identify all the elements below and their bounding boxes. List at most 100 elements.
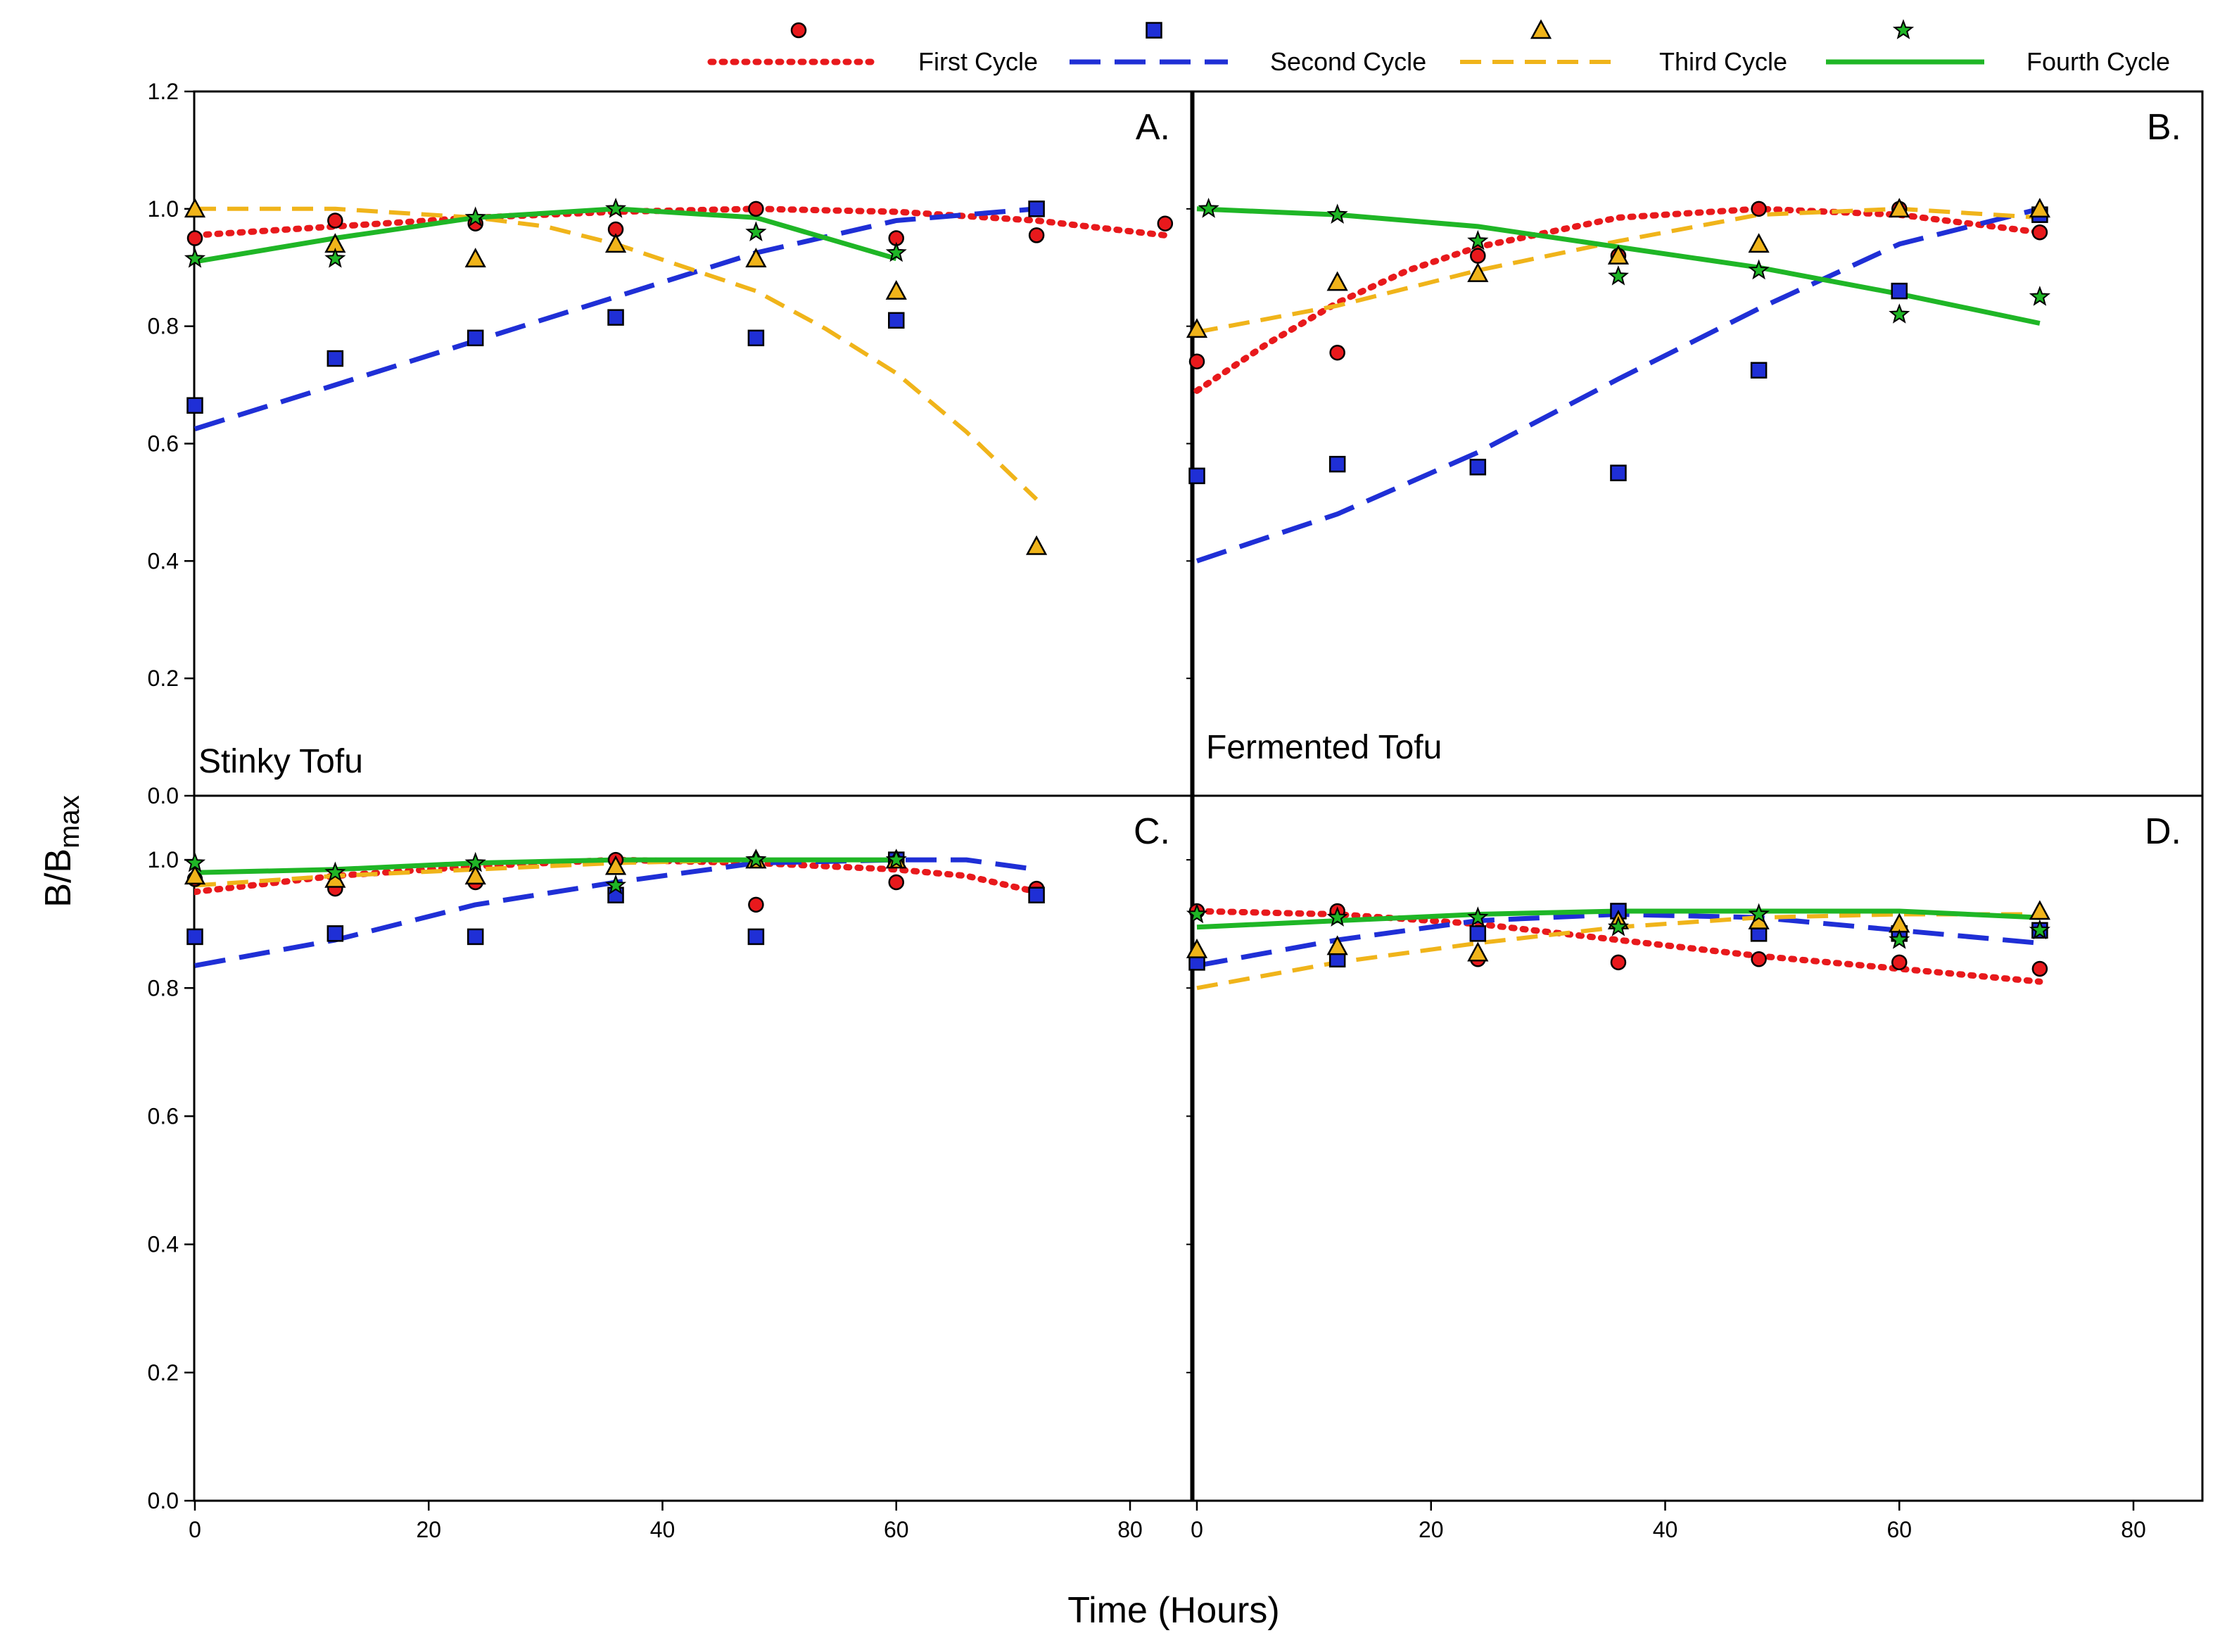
panel-letter-c: C. xyxy=(1134,811,1170,852)
y-tick-label: 0.0 xyxy=(148,1488,179,1513)
y-tick-label: 0.2 xyxy=(148,1360,179,1385)
data-point-third xyxy=(1186,938,1208,958)
panel-frame xyxy=(193,90,1193,797)
x-tick-label: 0 xyxy=(189,1517,201,1542)
data-point-fourth xyxy=(885,849,907,869)
y-tick-label: 0.6 xyxy=(148,431,179,457)
panels: 0.0 0.2 0.4 0.6 0.8 1.0 1.2 A. Stinky Tofu B. Ferm… xyxy=(148,79,2204,1542)
data-point-second xyxy=(1028,201,1045,217)
y-tick-label: 0.6 xyxy=(148,1103,179,1129)
data-point-first xyxy=(2031,960,2048,977)
series-points-third xyxy=(1186,198,2050,338)
y-tick-label: 0.8 xyxy=(148,314,179,339)
data-point-third xyxy=(2029,900,2050,920)
fit-line-third xyxy=(195,206,1039,501)
data-point-second xyxy=(607,309,624,326)
data-point-second xyxy=(326,925,344,942)
data-point-second xyxy=(467,928,484,946)
x-tick-label: 20 xyxy=(1419,1517,1444,1542)
data-point-second xyxy=(1188,467,1205,485)
y-axis-title-sub: max xyxy=(54,795,85,849)
legend-marker-second xyxy=(1146,22,1162,39)
panel-b: B. Fermented Tofu xyxy=(1186,90,2204,797)
y-tick-label: 1.0 xyxy=(148,196,179,222)
x-tick-label: 60 xyxy=(884,1517,909,1542)
data-point-third xyxy=(1326,935,1348,955)
legend-label-first: First Cycle xyxy=(918,47,1038,76)
data-point-fourth xyxy=(464,851,486,872)
fit-line-first xyxy=(194,205,1169,239)
series-points-second xyxy=(1188,206,2048,485)
fit-line-fourth xyxy=(194,857,896,875)
data-point-third xyxy=(1186,318,1208,338)
data-point-fourth xyxy=(1198,197,1219,218)
x-axis-title: Time (Hours) xyxy=(1067,1590,1279,1631)
data-point-second xyxy=(747,329,765,347)
data-point-third xyxy=(745,248,767,268)
series-points-third xyxy=(184,198,1048,555)
panel-frame xyxy=(193,794,1193,1502)
data-point-first xyxy=(1470,248,1486,264)
x-tick-label: 20 xyxy=(416,1517,441,1542)
data-point-first xyxy=(1610,954,1627,971)
data-point-fourth xyxy=(885,241,907,262)
data-point-fourth xyxy=(745,221,767,241)
fit-line-fourth xyxy=(194,206,897,265)
x-tick-label: 40 xyxy=(1653,1517,1678,1542)
legend-marker-first xyxy=(790,22,807,39)
fit-line-first xyxy=(1193,205,2043,394)
panel-letter-b: B. xyxy=(2147,107,2181,148)
data-point-first xyxy=(327,212,343,229)
y-axis-title: B/Bmax xyxy=(38,795,85,907)
data-point-third xyxy=(464,865,486,885)
y-tick-label: 0.4 xyxy=(148,1232,179,1257)
data-point-fourth xyxy=(1326,203,1348,224)
panel-frame xyxy=(1192,90,2204,797)
x-tick-label: 80 xyxy=(1117,1517,1143,1542)
x-tick-label: 80 xyxy=(2121,1517,2146,1542)
data-point-fourth xyxy=(1467,229,1489,250)
data-point-fourth xyxy=(1748,903,1770,924)
panel-c: 0.0 0.2 0.4 0.6 0.8 1.0 0 20 40 60 80 C. xyxy=(148,794,1193,1542)
x-tick-label: 0 xyxy=(1191,1517,1203,1542)
data-point-fourth xyxy=(324,247,346,268)
panel-title-a: Stinky Tofu xyxy=(198,743,363,780)
panel-d: 0 20 40 60 80 D. xyxy=(1186,794,2204,1542)
data-point-fourth xyxy=(184,851,206,872)
data-point-first xyxy=(186,230,203,246)
panel-title-b: Fermented Tofu xyxy=(1206,729,1442,766)
series-points-third xyxy=(1186,900,2050,962)
panel-letter-a: A. xyxy=(1136,107,1170,148)
legend-item-first: First Cycle xyxy=(707,22,1038,76)
data-point-third xyxy=(1467,262,1489,282)
data-point-fourth xyxy=(2029,286,2050,306)
legend-label-third: Third Cycle xyxy=(1659,47,1787,76)
data-point-second xyxy=(1750,362,1768,379)
data-point-fourth xyxy=(1326,906,1348,927)
fit-line-second xyxy=(1195,206,2041,564)
data-point-third xyxy=(604,855,627,875)
legend-label-fourth: Fourth Cycle xyxy=(2026,47,2170,76)
data-point-second xyxy=(186,397,203,414)
x-tick-label: 60 xyxy=(1886,1517,1912,1542)
series-points-first xyxy=(186,201,1174,246)
data-point-second xyxy=(1469,925,1487,942)
data-point-third xyxy=(1748,233,1770,253)
data-point-first xyxy=(1329,344,1345,361)
data-point-fourth xyxy=(745,849,767,869)
data-point-fourth xyxy=(1186,903,1208,924)
y-tick-label: 0.8 xyxy=(148,975,179,1000)
data-point-fourth xyxy=(1607,265,1629,286)
data-point-fourth xyxy=(464,206,486,227)
fit-line-second xyxy=(194,206,1037,431)
data-point-fourth xyxy=(1889,929,1910,949)
data-point-third xyxy=(184,865,206,885)
data-point-fourth xyxy=(605,874,627,895)
data-point-fourth xyxy=(1467,906,1489,927)
data-point-fourth xyxy=(1889,303,1910,324)
data-point-second xyxy=(1328,455,1346,473)
legend-item-fourth: Fourth Cycle xyxy=(1826,19,2170,76)
data-point-first xyxy=(1157,215,1174,231)
series-points-fourth xyxy=(1198,197,2050,324)
